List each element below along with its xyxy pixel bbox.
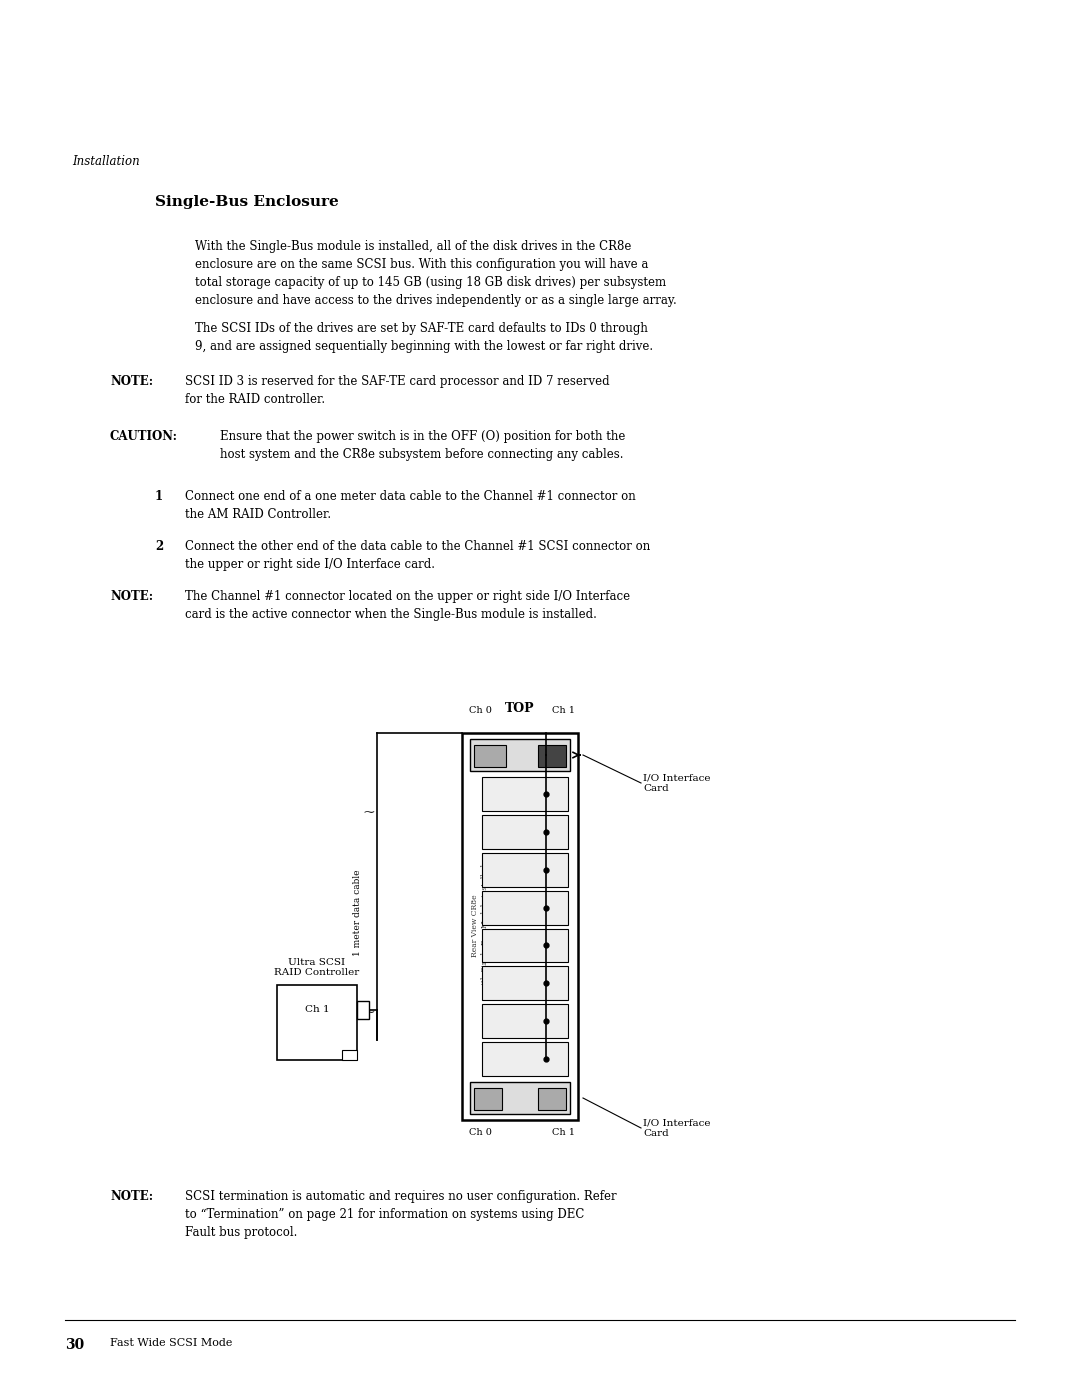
- Text: 2: 2: [156, 541, 163, 553]
- Bar: [357, 1002, 369, 1018]
- Text: 1 meter data cable: 1 meter data cable: [352, 870, 362, 957]
- Text: for the RAID controller.: for the RAID controller.: [185, 393, 325, 407]
- Text: Fast Wide SCSI Mode: Fast Wide SCSI Mode: [110, 1338, 232, 1348]
- Bar: [482, 1004, 568, 1038]
- Text: Ultra SCSI
RAID Controller: Ultra SCSI RAID Controller: [274, 957, 360, 977]
- Bar: [482, 929, 568, 963]
- Text: CAUTION:: CAUTION:: [110, 430, 178, 443]
- Text: I/O Interface
Card: I/O Interface Card: [643, 774, 711, 792]
- Bar: [474, 745, 507, 767]
- Text: 9, and are assigned sequentially beginning with the lowest or far right drive.: 9, and are assigned sequentially beginni…: [195, 339, 653, 353]
- Text: Single-Bus Enclosure: Single-Bus Enclosure: [156, 196, 339, 210]
- Bar: [470, 739, 570, 771]
- Text: The SCSI IDs of the drives are set by SAF-TE card defaults to IDs 0 through: The SCSI IDs of the drives are set by SA…: [195, 321, 648, 335]
- Text: With the Single-Bus module is installed, all of the disk drives in the CR8e: With the Single-Bus module is installed,…: [195, 240, 632, 253]
- Text: total storage capacity of up to 145 GB (using 18 GB disk drives) per subsystem: total storage capacity of up to 145 GB (…: [195, 277, 666, 289]
- Text: TOP: TOP: [505, 703, 535, 715]
- Bar: [470, 1083, 570, 1113]
- Bar: [474, 1088, 502, 1111]
- Text: SCSI ID 3 is reserved for the SAF-TE card processor and ID 7 reserved: SCSI ID 3 is reserved for the SAF-TE car…: [185, 374, 609, 388]
- Bar: [482, 777, 568, 810]
- Text: enclosure are on the same SCSI bus. With this configuration you will have a: enclosure are on the same SCSI bus. With…: [195, 258, 648, 271]
- Text: ~: ~: [363, 1006, 376, 1020]
- Text: NOTE:: NOTE:: [110, 1190, 153, 1203]
- Text: Installation: Installation: [72, 155, 139, 168]
- Text: card is the active connector when the Single-Bus module is installed.: card is the active connector when the Si…: [185, 608, 597, 622]
- Text: ~: ~: [363, 806, 376, 820]
- Bar: [482, 891, 568, 925]
- Text: Ch 1: Ch 1: [305, 1006, 329, 1014]
- Text: Ch 0: Ch 0: [469, 1127, 491, 1137]
- Text: NOTE:: NOTE:: [110, 374, 153, 388]
- Bar: [482, 814, 568, 849]
- Text: Ch 1: Ch 1: [552, 1127, 575, 1137]
- Text: to “Termination” on page 21 for information on systems using DEC: to “Termination” on page 21 for informat…: [185, 1208, 584, 1221]
- Bar: [538, 745, 566, 767]
- Text: 30: 30: [65, 1338, 84, 1352]
- Text: Ch 1: Ch 1: [552, 705, 575, 715]
- Text: the upper or right side I/O Interface card.: the upper or right side I/O Interface ca…: [185, 557, 435, 571]
- Text: I/O Interface
Card: I/O Interface Card: [643, 1119, 711, 1137]
- Text: The Channel #1 connector located on the upper or right side I/O Interface: The Channel #1 connector located on the …: [185, 590, 630, 604]
- Text: Fault bus protocol.: Fault bus protocol.: [185, 1227, 297, 1239]
- Bar: [342, 1051, 357, 1060]
- Text: 1: 1: [156, 490, 163, 503]
- Text: Ch 0: Ch 0: [469, 705, 491, 715]
- Bar: [482, 967, 568, 1000]
- Text: host system and the CR8e subsystem before connecting any cables.: host system and the CR8e subsystem befor…: [220, 448, 623, 461]
- Bar: [462, 733, 578, 1120]
- Bar: [538, 1088, 566, 1111]
- Text: the AM RAID Controller.: the AM RAID Controller.: [185, 509, 332, 521]
- Text: Connect one end of a one meter data cable to the Channel #1 connector on: Connect one end of a one meter data cabl…: [185, 490, 636, 503]
- Bar: [482, 852, 568, 887]
- Text: Connect the other end of the data cable to the Channel #1 SCSI connector on: Connect the other end of the data cable …: [185, 541, 650, 553]
- Text: NOTE:: NOTE:: [110, 590, 153, 604]
- Text: SCSI termination is automatic and requires no user configuration. Refer: SCSI termination is automatic and requir…: [185, 1190, 617, 1203]
- Text: enclosure and have access to the drives independently or as a single large array: enclosure and have access to the drives …: [195, 293, 677, 307]
- Bar: [276, 985, 357, 1060]
- Bar: [482, 1042, 568, 1076]
- Text: Rear View CR8e
with Single-Bus Module installed.: Rear View CR8e with Single-Bus Module in…: [471, 862, 488, 990]
- Text: Ensure that the power switch is in the OFF (O) position for both the: Ensure that the power switch is in the O…: [220, 430, 625, 443]
